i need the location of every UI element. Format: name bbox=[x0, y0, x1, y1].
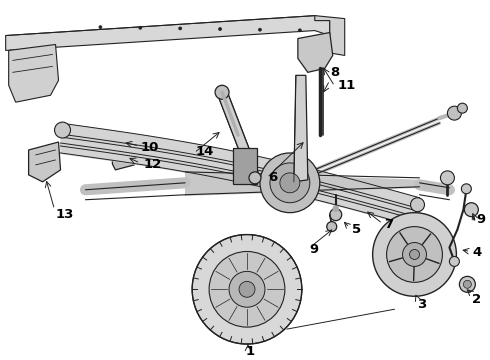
Circle shape bbox=[215, 85, 229, 99]
Polygon shape bbox=[9, 45, 58, 102]
Text: 12: 12 bbox=[143, 158, 162, 171]
Polygon shape bbox=[6, 15, 330, 50]
Circle shape bbox=[327, 222, 337, 231]
Circle shape bbox=[457, 103, 467, 113]
Circle shape bbox=[229, 271, 265, 307]
Polygon shape bbox=[108, 134, 130, 156]
Text: 6: 6 bbox=[268, 171, 277, 184]
Circle shape bbox=[447, 106, 462, 120]
Circle shape bbox=[462, 184, 471, 194]
Circle shape bbox=[387, 226, 442, 282]
Circle shape bbox=[372, 213, 456, 296]
Circle shape bbox=[209, 252, 285, 327]
Circle shape bbox=[219, 28, 221, 31]
Circle shape bbox=[464, 280, 471, 288]
Circle shape bbox=[249, 172, 261, 184]
Text: 1: 1 bbox=[246, 345, 255, 357]
Text: 9: 9 bbox=[310, 243, 319, 256]
Polygon shape bbox=[315, 15, 345, 55]
Circle shape bbox=[333, 206, 339, 212]
Text: 8: 8 bbox=[330, 66, 339, 79]
Circle shape bbox=[270, 163, 310, 203]
Circle shape bbox=[54, 122, 71, 138]
Text: 7: 7 bbox=[385, 218, 394, 231]
Text: 3: 3 bbox=[417, 298, 427, 311]
Text: 11: 11 bbox=[338, 79, 356, 92]
Circle shape bbox=[99, 26, 102, 29]
Text: 5: 5 bbox=[352, 223, 361, 236]
Text: 9: 9 bbox=[476, 213, 486, 226]
Circle shape bbox=[260, 153, 320, 213]
Text: 13: 13 bbox=[55, 208, 74, 221]
Polygon shape bbox=[294, 75, 308, 182]
Circle shape bbox=[139, 26, 142, 29]
Circle shape bbox=[239, 282, 255, 297]
Polygon shape bbox=[28, 142, 61, 182]
Circle shape bbox=[449, 256, 460, 266]
Circle shape bbox=[441, 171, 454, 185]
Text: 2: 2 bbox=[472, 293, 482, 306]
Polygon shape bbox=[112, 150, 134, 170]
Polygon shape bbox=[298, 32, 333, 72]
Circle shape bbox=[298, 29, 301, 32]
Circle shape bbox=[280, 173, 300, 193]
Circle shape bbox=[410, 249, 419, 260]
Circle shape bbox=[258, 28, 262, 31]
Circle shape bbox=[411, 198, 424, 212]
Circle shape bbox=[403, 243, 426, 266]
Text: 14: 14 bbox=[195, 145, 214, 158]
Polygon shape bbox=[233, 148, 257, 184]
Text: 4: 4 bbox=[472, 246, 482, 259]
Circle shape bbox=[465, 203, 478, 217]
Circle shape bbox=[192, 235, 302, 344]
Polygon shape bbox=[218, 90, 260, 180]
Circle shape bbox=[179, 27, 182, 30]
Text: 10: 10 bbox=[140, 141, 159, 154]
Circle shape bbox=[460, 276, 475, 292]
Circle shape bbox=[330, 209, 342, 221]
